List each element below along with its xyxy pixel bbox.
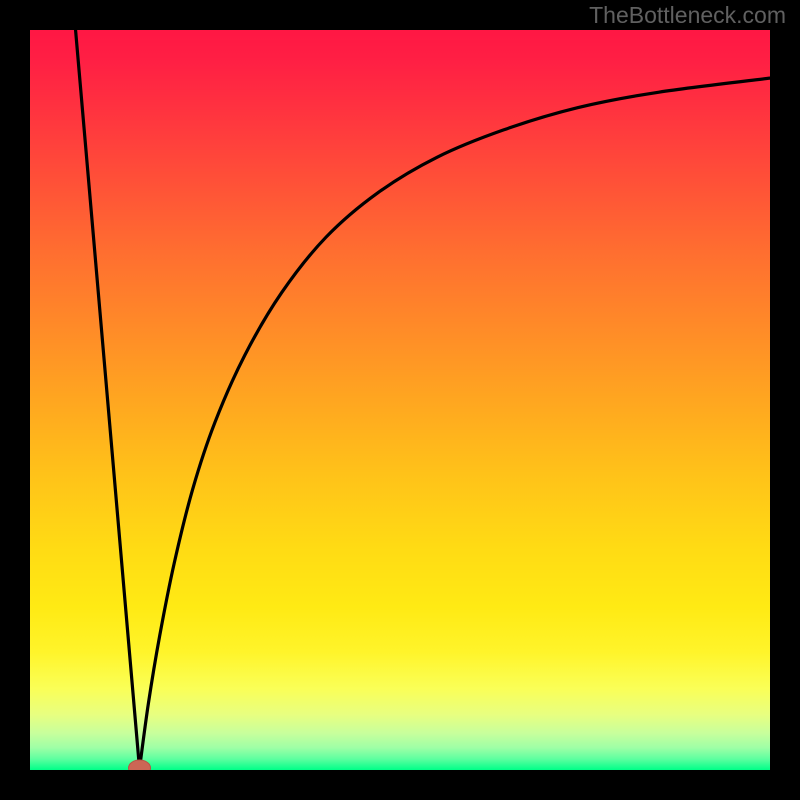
watermark-text: TheBottleneck.com xyxy=(589,2,786,29)
chart-svg xyxy=(0,0,800,800)
chart-background xyxy=(30,30,770,770)
chart-container: TheBottleneck.com xyxy=(0,0,800,800)
